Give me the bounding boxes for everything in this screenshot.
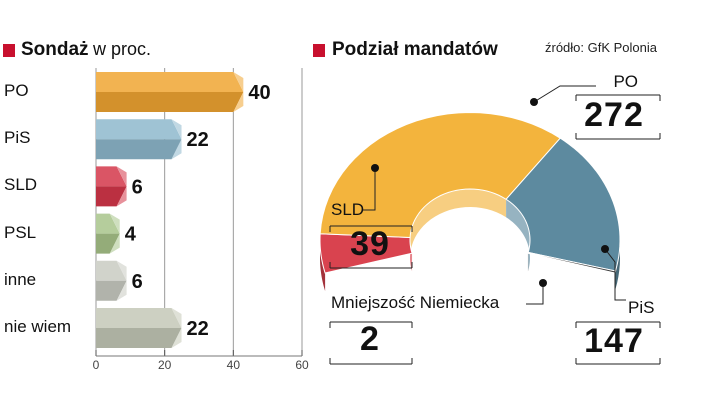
sld-dot [371,164,379,172]
pie-chart-title: Podział mandatów [332,39,498,60]
mn-leader [526,283,544,305]
slice-value-sld: 39 [350,225,390,263]
bar-cap [116,260,127,301]
slice-value-mn: 2 [360,320,380,358]
bar [96,166,127,187]
bar-value-label: 40 [248,82,270,104]
bar [96,119,182,140]
header-marker [313,44,325,57]
x-tick-label: 20 [158,358,172,372]
slice-label-sld: SLD [331,200,365,219]
po-dot [530,98,538,106]
bar-value-label: 22 [187,129,209,151]
slice-label-mn: Mniejszość Niemiecka [331,293,500,312]
slice-side [320,233,326,291]
bar-chart-subtitle: w proc. [93,39,152,59]
category-label: inne [4,269,37,289]
bar-value-label: 6 [132,271,143,293]
bar-cap [233,72,244,112]
bar-chart-header: Sondaż w proc. [21,39,151,61]
bar-value-label: 6 [132,176,143,198]
bar [96,213,120,234]
slice-inner-side [506,199,530,271]
sld-leader [362,168,376,211]
po-leader [533,85,596,103]
slice-label-pis: PiS [628,298,655,317]
bar-cap [109,213,120,254]
bar-value-label: 4 [125,224,137,246]
slice-value-po: 272 [584,96,644,134]
slice-inner-side [410,189,507,256]
slice-label-po: PO [613,72,638,91]
category-label: PSL [4,222,37,242]
source-note: źródło: GfK Polonia [545,40,658,55]
slice-value-pis: 147 [584,322,644,360]
bar-shadow [96,233,120,254]
bar-shadow [96,186,127,207]
x-tick-label: 40 [227,358,241,372]
bar [96,308,182,328]
x-tick-label: 60 [295,358,309,372]
bar-chart-title: Sondaż [21,39,89,60]
bar-shadow [96,280,127,301]
pis-leader [604,248,626,301]
bar-cap [171,308,182,348]
bar-cap [116,166,127,207]
bar [96,72,244,92]
category-label: SLD [4,175,38,195]
mn-dot [539,279,547,287]
bar-value-label: 22 [187,318,209,340]
category-label: nie wiem [4,317,72,336]
category-label: PiS [4,128,31,148]
bar [96,260,127,281]
bar-cap [171,119,182,160]
x-tick-label: 0 [93,358,100,372]
bar-shadow [96,92,244,112]
category-label: PO [4,81,29,100]
bar-shadow [96,328,182,348]
bar-shadow [96,139,182,160]
header-marker [3,44,15,57]
pis-dot [601,245,609,253]
